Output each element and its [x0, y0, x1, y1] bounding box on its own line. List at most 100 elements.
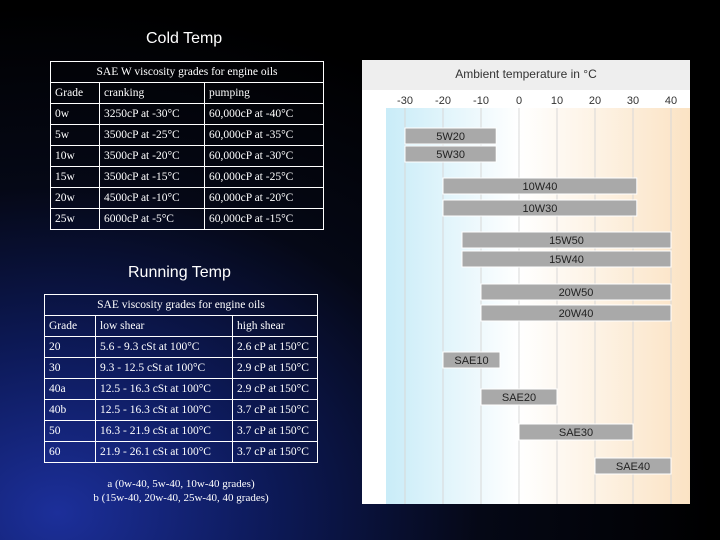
header-pumping: pumping: [204, 82, 324, 104]
table-cell: 3.7 cP at 150°C: [232, 420, 318, 442]
cold-table-caption: SAE W viscosity grades for engine oils: [50, 61, 324, 83]
chart-title-band: [362, 60, 690, 90]
table-cell: 3.7 cP at 150°C: [232, 441, 318, 463]
table-cell: 9.3 - 12.5 cSt at 100°C: [95, 357, 233, 379]
bar-label-10w40: 10W40: [522, 181, 557, 193]
table-cell: 5w: [50, 124, 100, 146]
bar-20w50: [480, 283, 672, 301]
running-temp-title: Running Temp: [128, 264, 231, 281]
header-grade: Grade: [44, 315, 96, 337]
bar-label-sae40: SAE40: [616, 461, 650, 473]
x-tick-label: -20: [435, 95, 451, 107]
bar-sae20: [480, 388, 558, 406]
table-cell: 50: [44, 420, 96, 442]
x-tick-label: 30: [627, 95, 639, 107]
table-row: 40a 12.5 - 16.3 cSt at 100°C 2.9 cP at 150…: [44, 378, 318, 400]
bar-label-5w30: 5W30: [436, 149, 465, 161]
table-cell: 21.9 - 26.1 cSt at 100°C: [95, 441, 233, 463]
table-row: 15w 3500cP at -15°C 60,000cP at -25°C: [50, 166, 324, 188]
table-cell: 12.5 - 16.3 cSt at 100°C: [95, 378, 233, 400]
x-tick-label: -10: [473, 95, 489, 107]
table-cell: 6000cP at -5°C: [99, 208, 205, 230]
bar-sae40: [594, 457, 672, 475]
bar-15w50: [461, 231, 672, 249]
table-cell: 12.5 - 16.3 cSt at 100°C: [95, 399, 233, 421]
chart-svg: Ambient temperature in °C -30 -20 -10 0 10 20 3…: [362, 60, 690, 504]
x-tick-label: 40: [665, 95, 677, 107]
running-viscosity-table: SAE viscosity grades for engine oils Gra…: [44, 294, 318, 463]
table-cell: 60,000cP at -35°C: [204, 124, 324, 146]
bar-label-15w50: 15W50: [549, 235, 584, 247]
table-cell: 40b: [44, 399, 96, 421]
table-cell: 20w: [50, 187, 100, 209]
table-cell: 60,000cP at -20°C: [204, 187, 324, 209]
table-cell: 25w: [50, 208, 100, 230]
table-cell: 4500cP at -10°C: [99, 187, 205, 209]
x-tick-label: 0: [516, 95, 522, 107]
table-header-row: Grade low shear high shear: [44, 315, 318, 337]
table-cell: 10w: [50, 145, 100, 167]
table-cell: 15w: [50, 166, 100, 188]
table-cell: 20: [44, 336, 96, 358]
bar-10w40: [442, 177, 638, 195]
bar-5w30: [404, 145, 497, 163]
ambient-temperature-chart: Ambient temperature in °C -30 -20 -10 0 10 20 3…: [362, 60, 690, 504]
bar-sae30: [518, 423, 634, 441]
table-cell: 3500cP at -20°C: [99, 145, 205, 167]
x-tick-label: -30: [397, 95, 413, 107]
table-cell: 16.3 - 21.9 cSt at 100°C: [95, 420, 233, 442]
bar-20w40: [480, 304, 672, 322]
table-row: 10w 3500cP at -20°C 60,000cP at -30°C: [50, 145, 324, 167]
bar-label-sae30: SAE30: [559, 427, 593, 439]
table-cell: 2.9 cP at 150°C: [232, 378, 318, 400]
bar-label-sae10: SAE10: [454, 355, 488, 367]
bar-label-20w40: 20W40: [559, 308, 594, 320]
table-row: 20 5.6 - 9.3 cSt at 100°C 2.6 cP at 150°C: [44, 336, 318, 358]
table-cell: 0w: [50, 103, 100, 125]
bar-label-20w50: 20W50: [559, 287, 594, 299]
table-row: 25w 6000cP at -5°C 60,000cP at -15°C: [50, 208, 324, 230]
running-table-caption: SAE viscosity grades for engine oils: [44, 294, 318, 316]
table-cell: 3500cP at -25°C: [99, 124, 205, 146]
table-row: 60 21.9 - 26.1 cSt at 100°C 3.7 cP at 150°…: [44, 441, 318, 463]
bar-label-sae20: SAE20: [502, 392, 536, 404]
table-cell: 5.6 - 9.3 cSt at 100°C: [95, 336, 233, 358]
header-low-shear: low shear: [95, 315, 233, 337]
table-cell: 60,000cP at -15°C: [204, 208, 324, 230]
footnote-a: a (0w-40, 5w-40, 10w-40 grades): [107, 478, 255, 490]
bar-5w20: [404, 127, 497, 145]
header-grade: Grade: [50, 82, 100, 104]
table-cell: 40a: [44, 378, 96, 400]
table-cell: 3250cP at -30°C: [99, 103, 205, 125]
chart-title: Ambient temperature in °C: [455, 67, 597, 81]
table-cell: 60: [44, 441, 96, 463]
bar-label-10w30: 10W30: [522, 203, 557, 215]
bar-label-15w40: 15W40: [549, 254, 584, 266]
table-cell: 2.6 cP at 150°C: [232, 336, 318, 358]
table-row: 50 16.3 - 21.9 cSt at 100°C 3.7 cP at 150°…: [44, 420, 318, 442]
cold-temp-title: Cold Temp: [146, 30, 223, 47]
table-row: 40b 12.5 - 16.3 cSt at 100°C 3.7 cP at 150…: [44, 399, 318, 421]
x-tick-label: 20: [589, 95, 601, 107]
table-cell: 3.7 cP at 150°C: [232, 399, 318, 421]
cold-viscosity-table: SAE W viscosity grades for engine oils G…: [50, 61, 324, 230]
table-cell: 60,000cP at -30°C: [204, 145, 324, 167]
table-cell: 60,000cP at -25°C: [204, 166, 324, 188]
header-high-shear: high shear: [232, 315, 318, 337]
footnote-b: b (15w-40, 20w-40, 25w-40, 40 grades): [93, 492, 269, 504]
table-cell: 2.9 cP at 150°C: [232, 357, 318, 379]
x-tick-label: 10: [551, 95, 563, 107]
table-header-row: Grade cranking pumping: [50, 82, 324, 104]
table-row: 0w 3250cP at -30°C 60,000cP at -40°C: [50, 103, 324, 125]
bar-15w40: [461, 250, 672, 268]
table-cell: 30: [44, 357, 96, 379]
header-cranking: cranking: [99, 82, 205, 104]
bar-sae10: [442, 351, 501, 369]
table-row: 30 9.3 - 12.5 cSt at 100°C 2.9 cP at 150°C: [44, 357, 318, 379]
table-cell: 3500cP at -15°C: [99, 166, 205, 188]
table-cell: 60,000cP at -40°C: [204, 103, 324, 125]
table-row: 5w 3500cP at -25°C 60,000cP at -35°C: [50, 124, 324, 146]
bar-10w30: [442, 199, 638, 217]
bar-label-5w20: 5W20: [436, 131, 465, 143]
table-row: 20w 4500cP at -10°C 60,000cP at -20°C: [50, 187, 324, 209]
